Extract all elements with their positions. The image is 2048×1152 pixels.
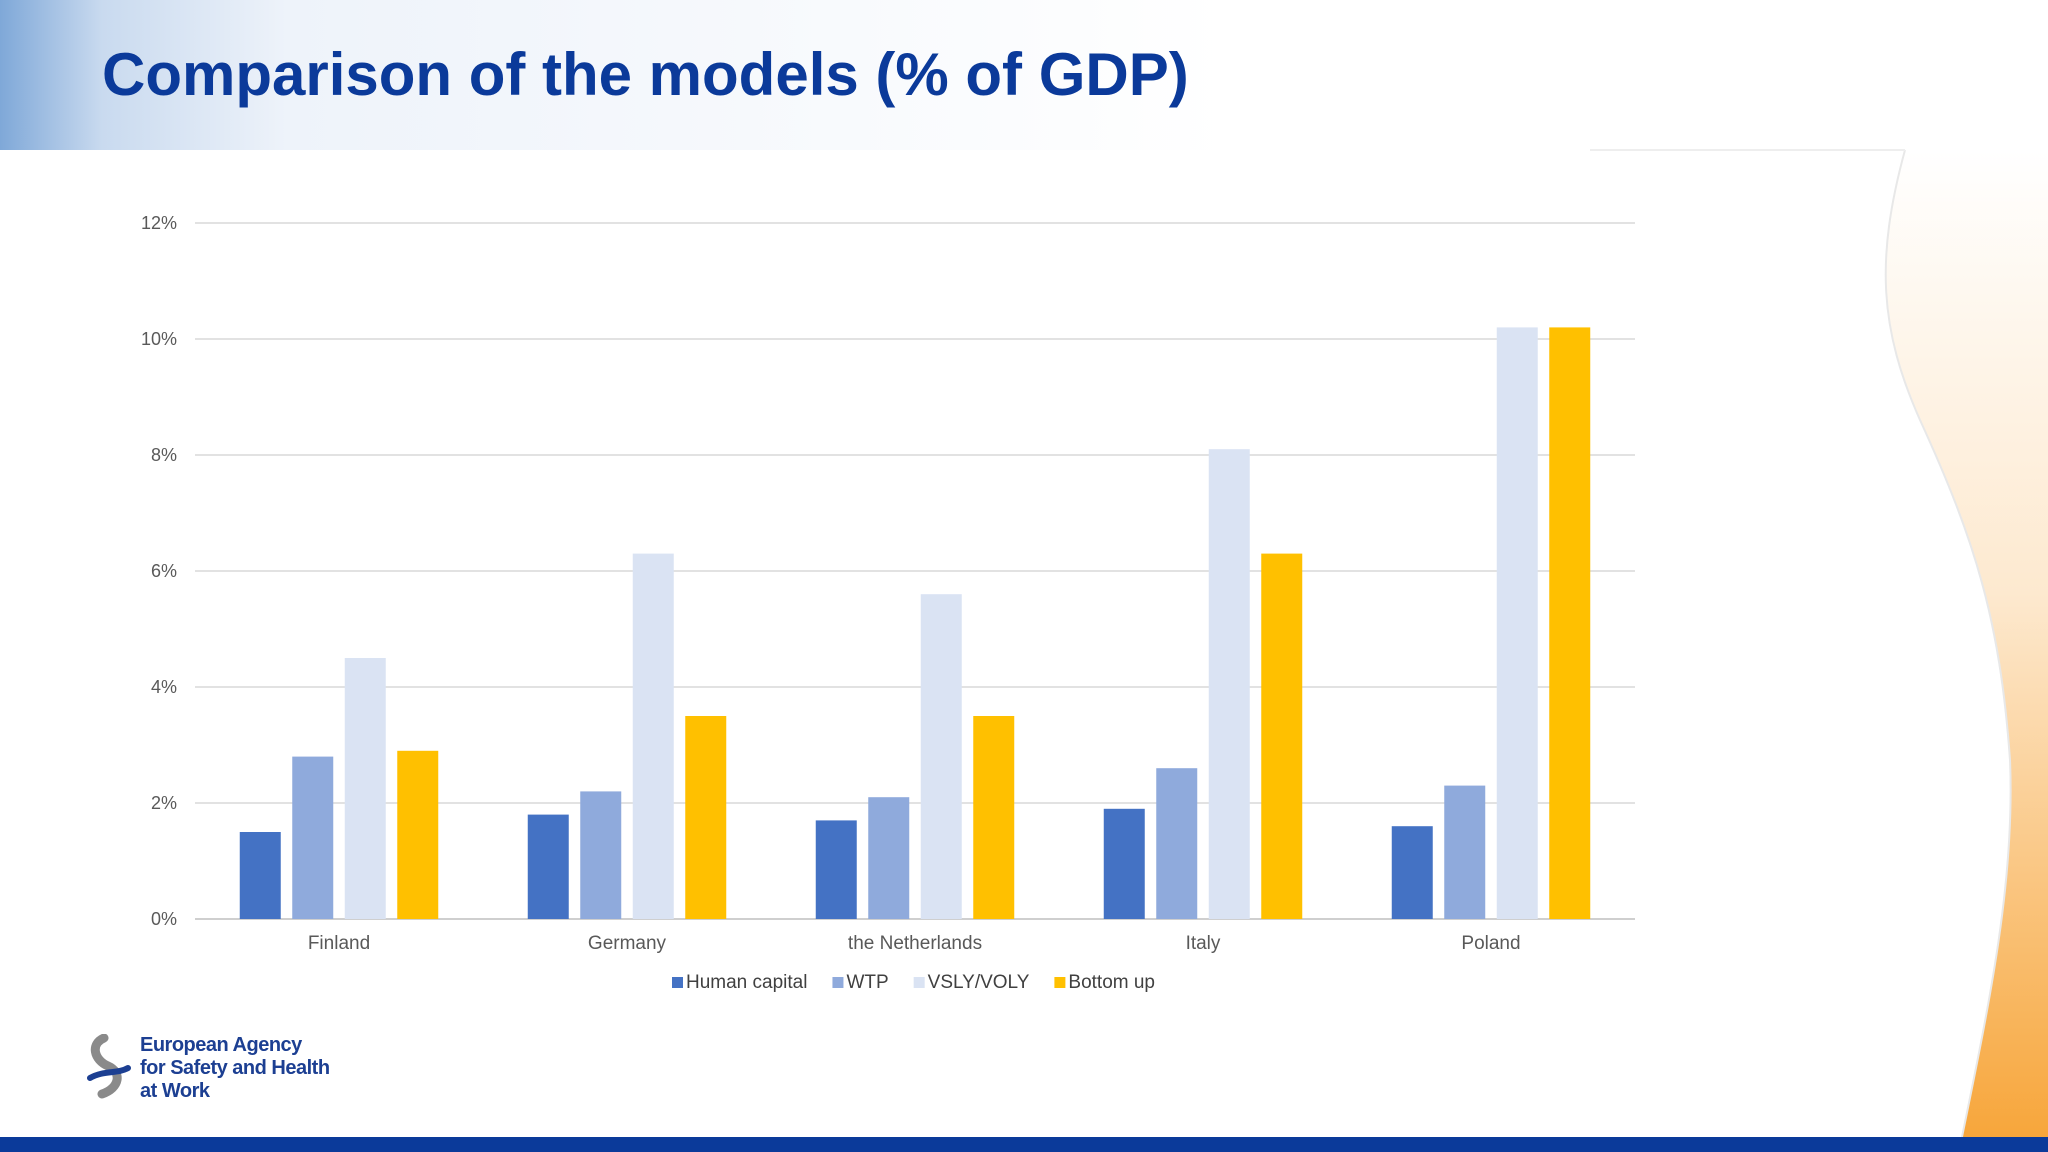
bar-bottom-up-finland [397,750,439,919]
bar-bottom-up-the-netherlands [973,716,1015,919]
legend-swatch [1054,977,1066,988]
legend-label: VSLY/VOLY [928,972,1030,993]
slide-title: Comparison of the models (% of GDP) [102,41,1189,108]
bar-human-capital-poland [1391,826,1433,919]
y-tick-label: 0% [151,909,177,929]
bar-wtp-the-netherlands [868,797,910,919]
wave-shape [1885,150,2048,1137]
logo-text: European Agency for Safety and Health at… [140,1034,330,1103]
x-category-label: Finland [308,933,370,954]
legend-label: Human capital [686,972,807,993]
legend-label: WTP [846,972,888,993]
eu-osha-logo: European Agency for Safety and Health at… [84,1033,344,1104]
bar-wtp-poland [1444,785,1486,919]
logo-line: for Safety and Health [140,1057,330,1079]
y-tick-label: 10% [141,329,177,349]
logo-icon [87,1033,131,1099]
wave-outline [1884,149,2012,1138]
legend-item: Human capital [671,972,807,993]
header-band [0,0,2048,150]
y-axis-ticks: 0% 2% 4% 6% 8% 10% 12% [141,213,177,929]
x-axis-categories: Finland Germany the Netherlands Italy Poland [308,933,1521,954]
bar-vsly-voly-italy [1208,449,1250,919]
bar-bottom-up-poland [1549,327,1591,919]
bar-vsly-voly-finland [344,658,386,919]
logo-line: at Work [140,1080,210,1102]
x-category-label: Italy [1186,933,1221,954]
x-category-label: Germany [588,933,667,954]
bar-wtp-finland [292,756,334,919]
legend-item: VSLY/VOLY [913,972,1030,993]
legend-swatch [832,977,844,988]
x-category-label: the Netherlands [848,933,982,954]
bar-human-capital-the-netherlands [815,820,857,919]
y-tick-label: 4% [151,677,177,697]
bars [239,327,1591,919]
logo-line: European Agency [140,1034,302,1056]
y-tick-label: 2% [151,793,177,813]
bar-vsly-voly-the-netherlands [920,594,962,919]
bar-wtp-germany [580,791,622,919]
legend-item: WTP [832,972,889,993]
footer-bar [0,1137,2048,1152]
legend: Human capital WTP VSLY/VOLY Bottom up [671,972,1155,993]
bar-wtp-italy [1156,768,1198,919]
y-tick-label: 8% [151,445,177,465]
y-tick-label: 12% [141,213,177,233]
legend-swatch [671,977,683,988]
bar-human-capital-finland [239,832,281,919]
y-tick-label: 6% [151,561,177,581]
bar-vsly-voly-germany [632,553,674,919]
x-category-label: Poland [1461,933,1520,954]
legend-label: Bottom up [1068,972,1155,993]
legend-swatch [913,977,925,988]
bar-human-capital-germany [527,814,569,919]
legend-item: Bottom up [1054,972,1155,993]
bar-bottom-up-italy [1261,553,1303,919]
bar-vsly-voly-poland [1496,327,1538,919]
bar-human-capital-italy [1103,808,1145,919]
bar-bottom-up-germany [685,716,727,919]
